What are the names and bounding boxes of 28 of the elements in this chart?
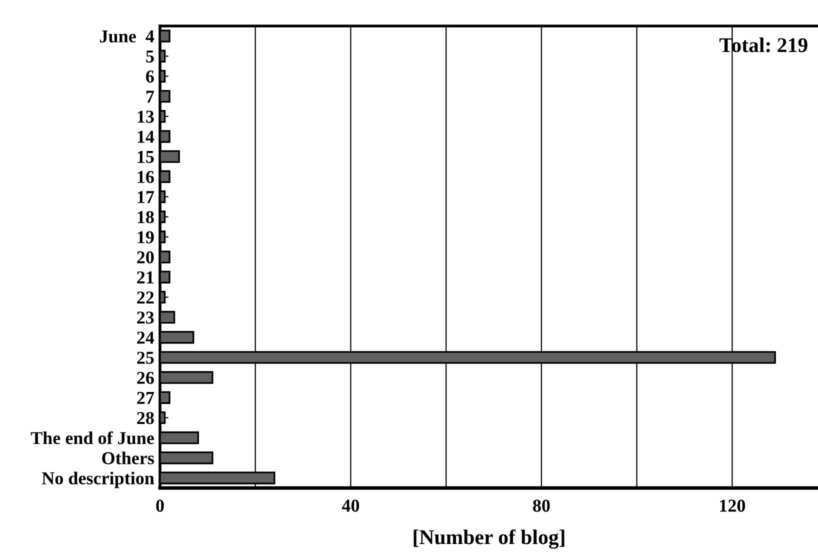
y-tick-label: 17 [138, 191, 154, 204]
y-tick-label: 24 [137, 332, 154, 344]
y-tick-label: 13 [138, 110, 154, 123]
y-tick-label: 18 [138, 211, 154, 224]
y-tick-label: 19 [138, 231, 154, 244]
y-tick-label: Others [102, 452, 154, 464]
y-tick-label: 23 [137, 312, 154, 324]
x-tick-label: 80 [533, 500, 550, 512]
y-tick-label: 5 [146, 50, 154, 63]
y-tick-label: No description [42, 472, 154, 488]
y-tick-label: June 4 [100, 30, 154, 43]
x-axis-title: [Number of blog] [414, 529, 564, 549]
y-tick-label: 26 [137, 372, 154, 384]
y-tick-label: The end of June [30, 431, 154, 444]
y-tick-label: 7 [146, 90, 154, 103]
y-tick-label: 14 [138, 130, 154, 143]
y-tick-label: 28 [137, 412, 154, 424]
y-tick-label: 16 [138, 170, 154, 184]
y-tick-label: 20 [137, 251, 154, 264]
y-tick-label: 6 [146, 70, 154, 83]
y-tick-label: 22 [137, 291, 154, 304]
x-tick-label: 40 [342, 500, 360, 512]
x-tick-label: 0 [156, 500, 164, 512]
y-tick-label: 15 [138, 150, 154, 164]
y-tick-label: 25 [137, 352, 154, 364]
y-tick-label: 27 [137, 392, 154, 404]
x-tick-label: 120 [720, 500, 746, 512]
y-tick-label: 21 [137, 271, 154, 284]
